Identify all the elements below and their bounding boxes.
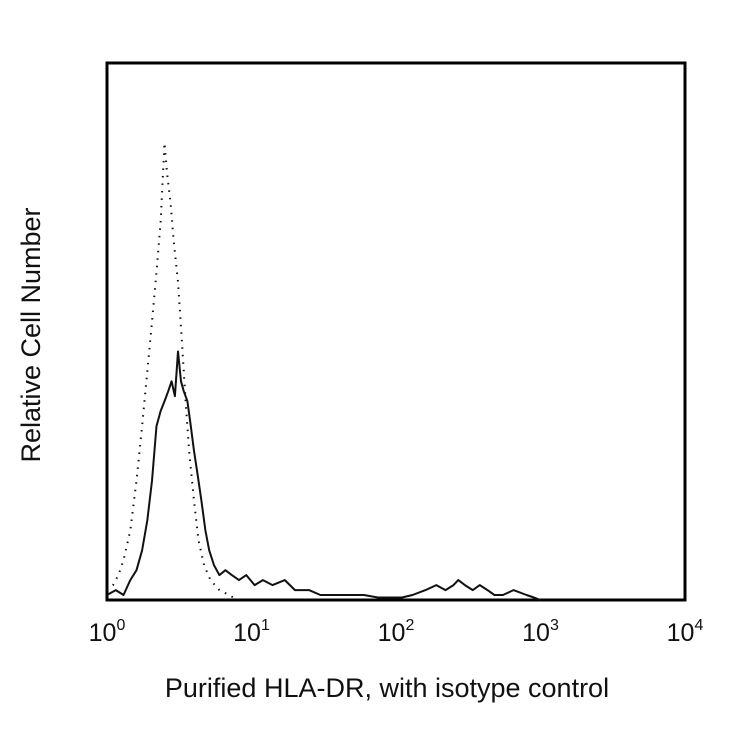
plot-frame	[105, 61, 687, 602]
x-tick-label: 102	[378, 617, 415, 647]
x-tick-base: 10	[378, 619, 406, 647]
hla-dr-series	[106, 350, 541, 601]
x-tick-exponent: 4	[694, 617, 703, 634]
x-tick-exponent: 1	[261, 617, 270, 634]
x-tick-base: 10	[522, 619, 550, 647]
x-tick-label: 100	[89, 617, 126, 647]
x-tick-base: 10	[89, 619, 117, 647]
x-tick-label: 104	[667, 617, 704, 647]
x-tick-label: 101	[233, 617, 270, 647]
x-tick-exponent: 3	[550, 617, 559, 634]
x-tick-base: 10	[667, 619, 695, 647]
x-tick-label: 103	[522, 617, 559, 647]
y-axis-title: Relative Cell Number	[16, 207, 46, 462]
series-layer	[106, 141, 541, 601]
x-axis-title: Purified HLA-DR, with isotype control	[165, 673, 609, 703]
x-tick-layer: 100 101 102 103 104	[89, 617, 704, 647]
x-tick-exponent: 2	[405, 617, 414, 634]
x-tick-base: 10	[233, 619, 261, 647]
x-tick-exponent: 0	[116, 617, 125, 634]
